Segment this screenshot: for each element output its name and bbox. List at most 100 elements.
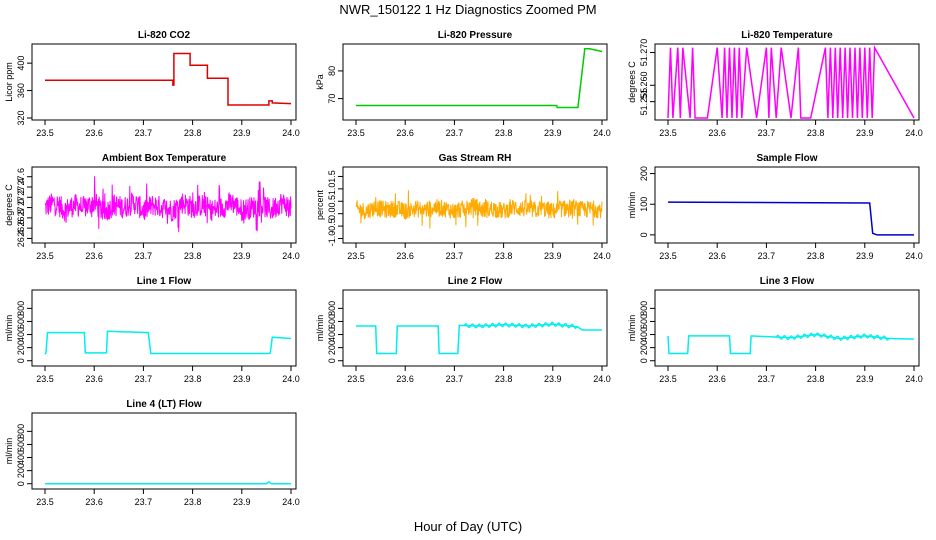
x-tick-label: 23.5 (347, 251, 365, 261)
y-axis-label: degrees C (4, 184, 14, 226)
x-tick-label: 23.6 (396, 128, 414, 138)
y-axis-label: ml/min (4, 315, 14, 342)
x-tick-label: 23.7 (758, 128, 776, 138)
x-tick-label: 23.5 (36, 251, 54, 261)
panel-title: Line 2 Flow (448, 276, 503, 287)
y-axis-label: Licor ppm (4, 62, 14, 102)
x-tick-label: 23.8 (807, 374, 825, 384)
series-line (45, 52, 292, 106)
x-tick-label: 23.7 (446, 128, 464, 138)
plot-frame (31, 43, 297, 121)
x-tick-label: 24.0 (593, 374, 611, 384)
y-axis-label: kPa (315, 74, 325, 90)
x-tick-label: 24.0 (593, 251, 611, 261)
panel-rh: Gas Stream RH 23.5 23.6 23.7 23.8 23.9 24.0 -1.… (315, 153, 611, 261)
x-tick-label: 23.7 (758, 374, 776, 384)
series-line (44, 330, 292, 355)
x-tick-label: 23.9 (233, 251, 251, 261)
y-tick-label: 600 (639, 314, 649, 329)
x-tick-label: 23.6 (396, 251, 414, 261)
y-tick-label: 200 (327, 340, 337, 355)
y-tick-label: 600 (16, 314, 26, 329)
y-tick-label: 0 (639, 232, 649, 237)
panel-title: Line 4 (LT) Flow (126, 399, 202, 410)
x-tick-label: 23.6 (708, 128, 726, 138)
panel-co2: Li-820 CO2 23.5 23.6 23.7 23.8 23.9 24.0 320 360… (4, 30, 300, 138)
x-tick-label: 23.9 (544, 128, 562, 138)
panel-title: Li-820 Pressure (438, 30, 513, 41)
y-tick-label: 0 (639, 358, 649, 363)
y-tick-label: 0.0 (327, 207, 337, 220)
series-line (356, 323, 602, 355)
x-tick-label: 23.5 (659, 251, 677, 261)
y-tick-label: 26.4 (16, 230, 26, 248)
panel-title: Li-820 CO2 (138, 30, 191, 41)
x-tick-label: 23.9 (856, 128, 874, 138)
y-tick-label: 400 (16, 450, 26, 465)
x-tick-label: 24.0 (905, 374, 923, 384)
series-wiggle (775, 332, 890, 342)
x-tick-label: 24.0 (905, 128, 923, 138)
x-tick-label: 23.9 (856, 251, 874, 261)
panel-line1: Line 1 Flow 23.5 23.6 23.7 23.8 23.9 24.0 0 2004… (4, 276, 300, 384)
panel-box_temp: Ambient Box Temperature 23.5 23.6 23.7 23.8 2… (4, 153, 300, 261)
y-tick-label: 0 (16, 358, 26, 363)
x-tick-label: 23.9 (544, 251, 562, 261)
x-tick-label: 23.6 (708, 251, 726, 261)
x-tick-label: 23.8 (184, 128, 202, 138)
plot-frame (654, 289, 920, 367)
x-tick-label: 23.7 (135, 497, 153, 507)
y-axis-label: ml/min (315, 315, 325, 342)
y-axis-label: ml/min (4, 438, 14, 465)
series-line (44, 176, 292, 233)
x-tick-label: 23.5 (36, 128, 54, 138)
x-tick-label: 23.5 (347, 374, 365, 384)
y-tick-label: 51.270 (639, 39, 649, 67)
x-tick-label: 23.5 (36, 497, 54, 507)
x-tick-label: 24.0 (282, 497, 300, 507)
x-tick-label: 23.8 (807, 251, 825, 261)
x-tick-label: 23.7 (446, 374, 464, 384)
y-tick-label: 200 (16, 340, 26, 355)
y-tick-label: 800 (639, 301, 649, 316)
y-tick-label: 1.0 (327, 183, 337, 196)
x-tick-label: 23.6 (708, 374, 726, 384)
x-tick-label: 23.9 (233, 128, 251, 138)
x-tick-label: 23.7 (135, 374, 153, 384)
panel-temperature: Li-820 Temperature 23.5 23.6 23.7 23.8 23.9 24… (627, 30, 923, 138)
x-tick-label: 23.8 (495, 251, 513, 261)
y-tick-label: 400 (16, 56, 26, 71)
y-tick-label: 100 (639, 197, 649, 212)
y-tick-label: -0.5 (327, 218, 337, 234)
y-tick-label: 27.2 (16, 189, 26, 207)
x-axis-title: Hour of Day (UTC) (414, 519, 522, 534)
panel-sample_flow: Sample Flow 23.5 23.6 23.7 23.8 23.9 24.0 0 100 2… (627, 153, 923, 261)
y-tick-label: 400 (639, 327, 649, 342)
y-tick-label: 400 (327, 327, 337, 342)
y-tick-label: 1.5 (327, 170, 337, 183)
plot-frame (31, 166, 297, 244)
series-wiggle (463, 321, 578, 330)
y-axis-label: ml/min (627, 315, 637, 342)
y-tick-label: 320 (16, 110, 26, 125)
y-tick-label: 0.5 (327, 195, 337, 208)
panel-title: Gas Stream RH (439, 153, 512, 164)
y-axis-label: percent (315, 189, 325, 220)
plot-frame (31, 289, 297, 367)
y-tick-label: 26.6 (16, 219, 26, 237)
x-tick-label: 23.5 (659, 374, 677, 384)
x-tick-label: 23.5 (659, 128, 677, 138)
y-tick-label: 27.6 (16, 168, 26, 186)
figure-title: NWR_150122 1 Hz Diagnostics Zoomed PM (339, 2, 596, 17)
x-tick-label: 23.9 (856, 374, 874, 384)
y-tick-label: 600 (16, 437, 26, 452)
plot-frame (654, 166, 920, 244)
y-tick-label: 80 (327, 66, 337, 76)
y-tick-label: 27.4 (16, 178, 26, 196)
x-tick-label: 23.8 (495, 374, 513, 384)
y-tick-label: 51.255 (639, 88, 649, 116)
y-tick-label: -1.0 (327, 231, 337, 247)
y-tick-label: 51.260 (639, 72, 649, 100)
x-tick-label: 23.7 (135, 128, 153, 138)
